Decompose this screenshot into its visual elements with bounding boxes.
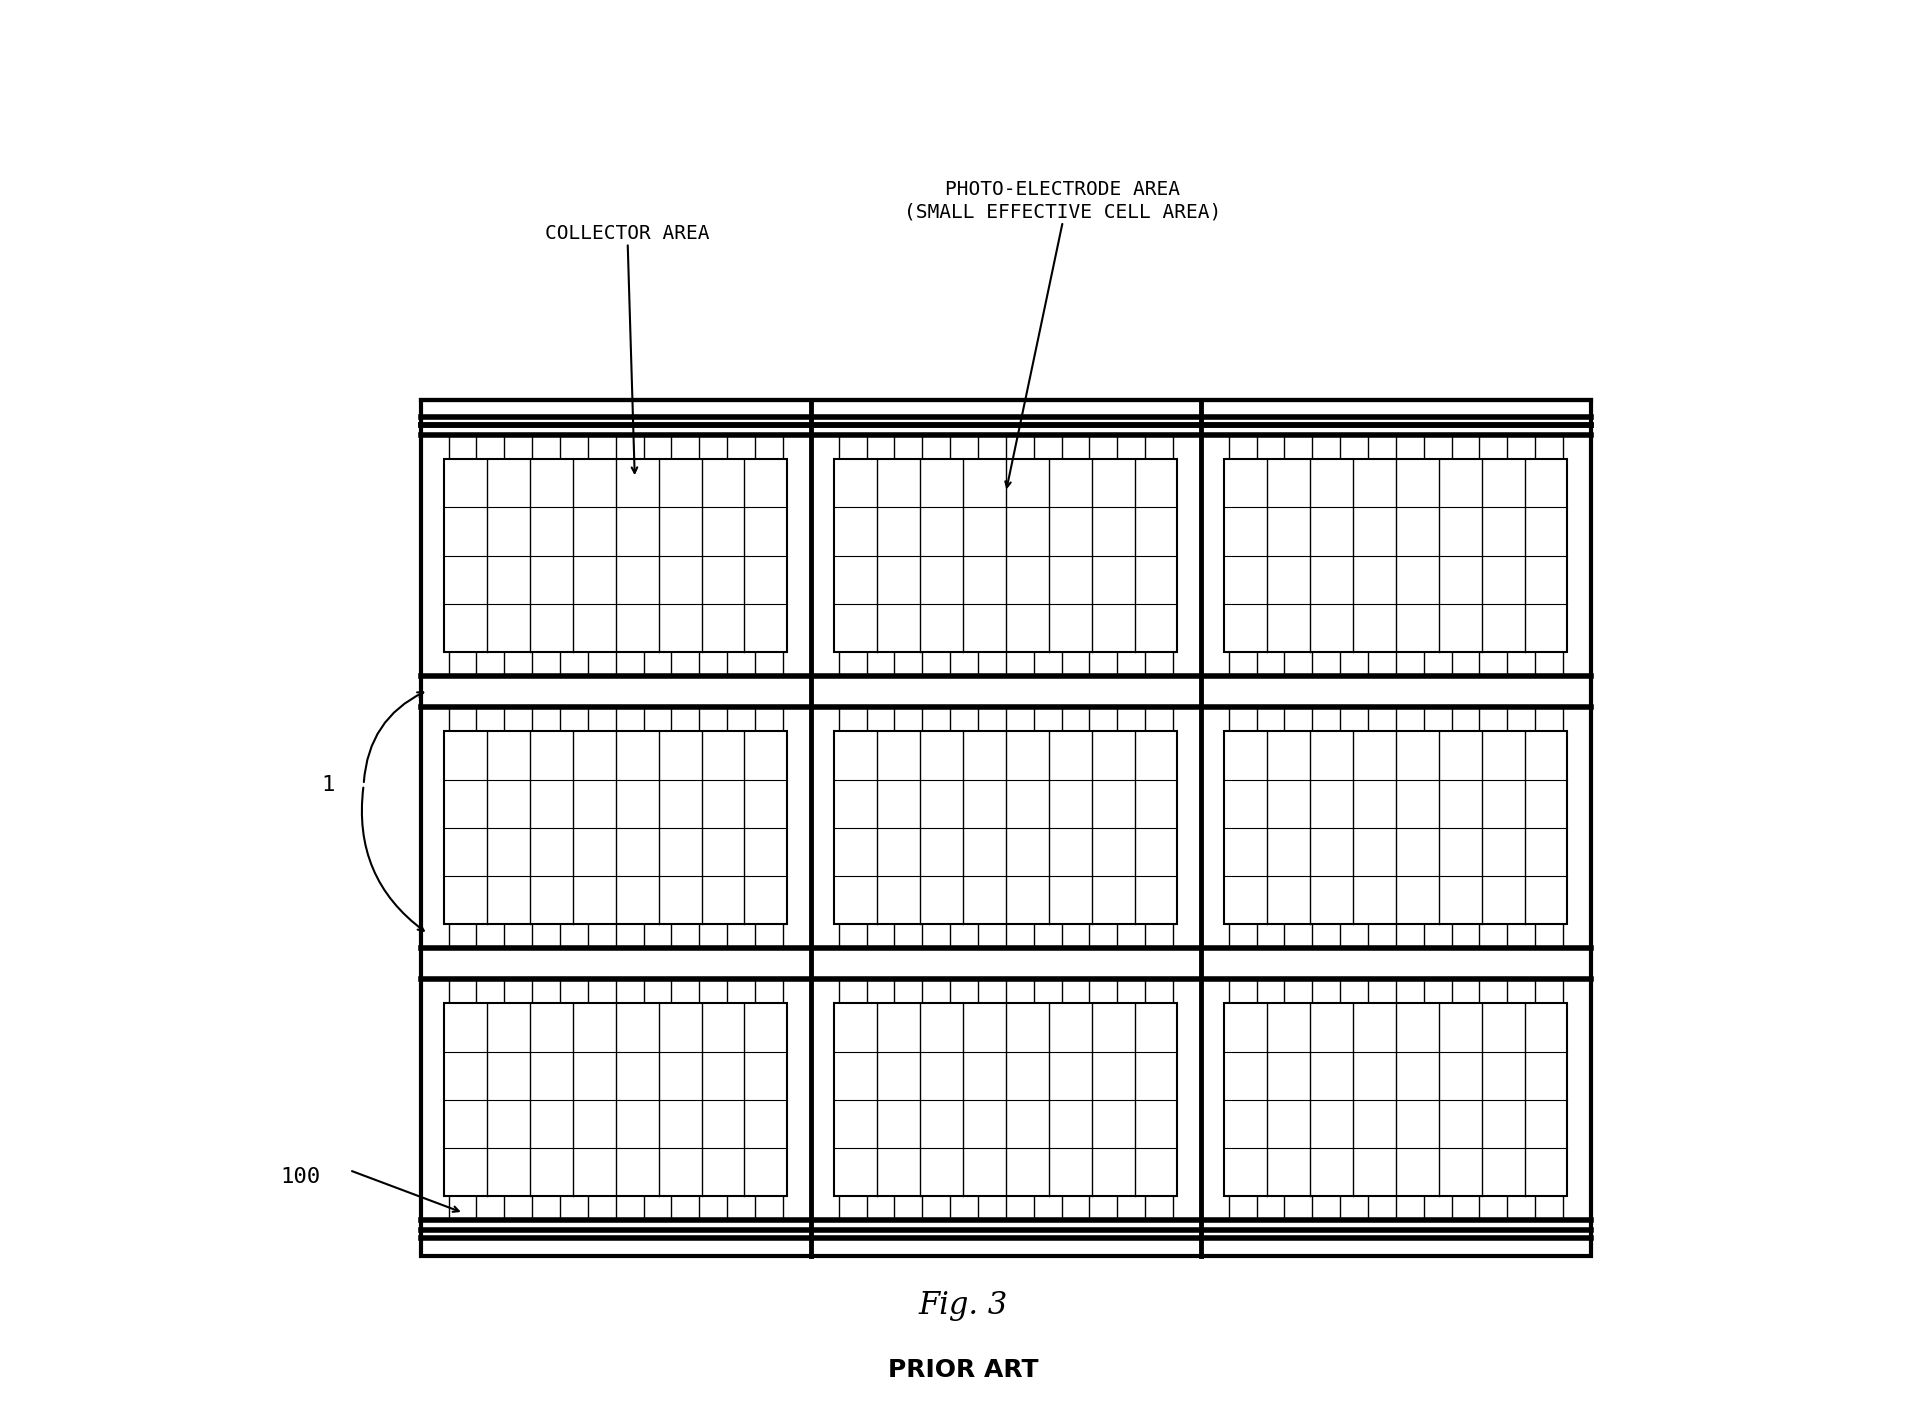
Bar — [834, 459, 1177, 652]
Text: PRIOR ART: PRIOR ART — [888, 1359, 1038, 1381]
Bar — [420, 400, 1591, 1256]
Text: Fig. 3: Fig. 3 — [919, 1290, 1007, 1321]
Bar — [1225, 1003, 1568, 1196]
Bar — [445, 459, 788, 652]
Bar — [445, 1003, 788, 1196]
Text: 100: 100 — [281, 1167, 322, 1187]
Bar — [445, 732, 788, 923]
Bar — [834, 732, 1177, 923]
Text: PHOTO-ELECTRODE AREA
(SMALL EFFECTIVE CELL AREA): PHOTO-ELECTRODE AREA (SMALL EFFECTIVE CE… — [905, 180, 1221, 221]
Text: COLLECTOR AREA: COLLECTOR AREA — [545, 224, 711, 243]
Bar — [834, 1003, 1177, 1196]
Bar — [1225, 459, 1568, 652]
Text: 1: 1 — [322, 775, 335, 795]
Bar — [1225, 732, 1568, 923]
